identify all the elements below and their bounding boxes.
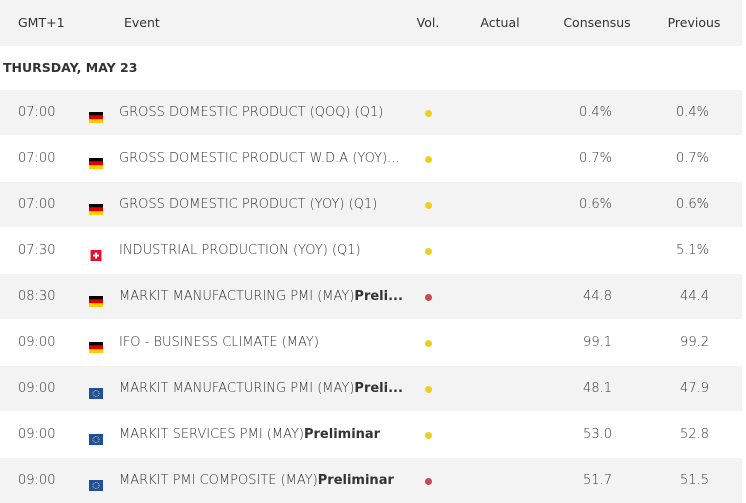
- consensus: 48.1: [583, 381, 612, 396]
- event-row: 07:30 INDUSTRIAL PRODUCTION (YOY) (Q1) 5.1…: [0, 228, 742, 274]
- time: 09:00: [18, 427, 56, 442]
- time: 07:00: [18, 197, 56, 212]
- event-title: INDUSTRIAL PRODUCTION (YOY) (Q1): [119, 243, 361, 258]
- event-row: 09:00 IFO - BUSINESS CLIMATE (MAY) 99.1 99.…: [0, 320, 742, 366]
- event-suffix: Preliminar: [317, 473, 394, 488]
- event-row: 09:00 MARKIT SERVICES PMI (MAY)Preliminar…: [0, 412, 742, 458]
- previous: 47.9: [680, 381, 709, 396]
- flag-icon: [89, 112, 103, 123]
- event-title: MARKIT MANUFACTURING PMI (MAY): [119, 289, 355, 304]
- event-title: MARKIT MANUFACTURING PMI (MAY): [119, 381, 355, 396]
- volatility-dot: [425, 478, 432, 485]
- event-name: MARKIT PMI COMPOSITE (MAY)Preliminar: [119, 458, 409, 503]
- column-header: Previous: [667, 15, 721, 30]
- event-row: 07:00 GROSS DOMESTIC PRODUCT W.D.A (YOY).…: [0, 136, 742, 182]
- country-flag: [89, 108, 103, 127]
- previous: 0.6%: [675, 197, 709, 212]
- event-name: MARKIT MANUFACTURING PMI (MAY)Preli...: [119, 366, 409, 412]
- event-row: 08:30 MARKIT MANUFACTURING PMI (MAY)Preli…: [0, 274, 742, 320]
- consensus: 99.1: [583, 335, 612, 350]
- time: 08:30: [18, 289, 56, 304]
- date-heading: THURSDAY, MAY 23: [3, 60, 138, 75]
- event-row: 09:00 MARKIT MANUFACTURING PMI (MAY)Preli…: [0, 366, 742, 412]
- header-row: GMT+1 Event Vol. Actual Consensus Previo…: [0, 0, 742, 46]
- previous: 0.7%: [675, 151, 709, 166]
- flag-icon: [89, 342, 103, 353]
- volatility-dot: [425, 156, 432, 163]
- event-name: GROSS DOMESTIC PRODUCT (YOY) (Q1): [119, 182, 409, 228]
- time: 09:00: [18, 335, 56, 350]
- flag-icon: [89, 204, 103, 215]
- event-name: GROSS DOMESTIC PRODUCT (QOQ) (Q1): [119, 90, 409, 136]
- event-suffix: Preliminar: [303, 427, 381, 442]
- previous: 52.8: [680, 427, 709, 442]
- event-title: GROSS DOMESTIC PRODUCT (QOQ) (Q1): [119, 105, 384, 120]
- event-title: GROSS DOMESTIC PRODUCT W.D.A (YOY)...: [119, 151, 400, 166]
- volatility-dot: [425, 432, 432, 439]
- column-header: Event: [124, 15, 160, 30]
- volatility-dot: [425, 386, 432, 393]
- event-title: IFO - BUSINESS CLIMATE (MAY): [119, 335, 319, 350]
- column-header: Actual: [480, 15, 520, 30]
- flag-icon: [89, 480, 103, 491]
- flag-icon: [89, 434, 103, 445]
- consensus: 0.4%: [578, 105, 612, 120]
- country-flag: [89, 200, 103, 219]
- event-row: 09:00 MARKIT PMI COMPOSITE (MAY)Prelimina…: [0, 458, 742, 503]
- flag-icon: [89, 296, 103, 307]
- event-title: MARKIT SERVICES PMI (MAY): [119, 427, 304, 442]
- column-header: GMT+1: [18, 15, 65, 30]
- event-name: GROSS DOMESTIC PRODUCT W.D.A (YOY)...: [119, 136, 409, 182]
- previous: 44.4: [680, 289, 709, 304]
- previous: 99.2: [680, 335, 709, 350]
- volatility-dot: [425, 202, 432, 209]
- column-header: Consensus: [563, 15, 631, 30]
- country-flag: [89, 292, 103, 311]
- volatility-dot: [425, 340, 432, 347]
- event-title: GROSS DOMESTIC PRODUCT (YOY) (Q1): [119, 197, 378, 212]
- consensus: 53.0: [583, 427, 612, 442]
- event-name: INDUSTRIAL PRODUCTION (YOY) (Q1): [119, 228, 409, 274]
- event-name: MARKIT MANUFACTURING PMI (MAY)Preli...: [119, 274, 409, 320]
- event-title: MARKIT PMI COMPOSITE (MAY): [119, 473, 318, 488]
- flag-icon: [90, 250, 102, 261]
- country-flag: [89, 246, 103, 265]
- consensus: 44.8: [583, 289, 612, 304]
- country-flag: [89, 476, 103, 495]
- event-name: IFO - BUSINESS CLIMATE (MAY): [119, 320, 409, 366]
- time: 09:00: [18, 473, 56, 488]
- event-row: 07:00 GROSS DOMESTIC PRODUCT (YOY) (Q1) 0.…: [0, 182, 742, 228]
- event-row: 07:00 GROSS DOMESTIC PRODUCT (QOQ) (Q1) 0.…: [0, 90, 742, 136]
- time: 07:00: [18, 105, 56, 120]
- consensus: 0.7%: [578, 151, 612, 166]
- time: 09:00: [18, 381, 56, 396]
- country-flag: [89, 154, 103, 173]
- time: 07:30: [18, 243, 56, 258]
- flag-icon: [89, 388, 103, 399]
- previous: 0.4%: [675, 105, 709, 120]
- country-flag: [89, 430, 103, 449]
- event-suffix: Preli...: [354, 289, 403, 304]
- volatility-dot: [425, 110, 432, 117]
- column-header: Vol.: [416, 15, 440, 30]
- consensus: 0.6%: [578, 197, 612, 212]
- country-flag: [89, 338, 103, 357]
- country-flag: [89, 384, 103, 403]
- previous: 5.1%: [675, 243, 709, 258]
- time: 07:00: [18, 151, 56, 166]
- flag-icon: [89, 158, 103, 169]
- previous: 51.5: [680, 473, 709, 488]
- event-name: MARKIT SERVICES PMI (MAY)Preliminar: [119, 412, 409, 458]
- event-suffix: Preli...: [354, 381, 403, 396]
- volatility-dot: [425, 248, 432, 255]
- volatility-dot: [425, 294, 432, 301]
- consensus: 51.7: [583, 473, 612, 488]
